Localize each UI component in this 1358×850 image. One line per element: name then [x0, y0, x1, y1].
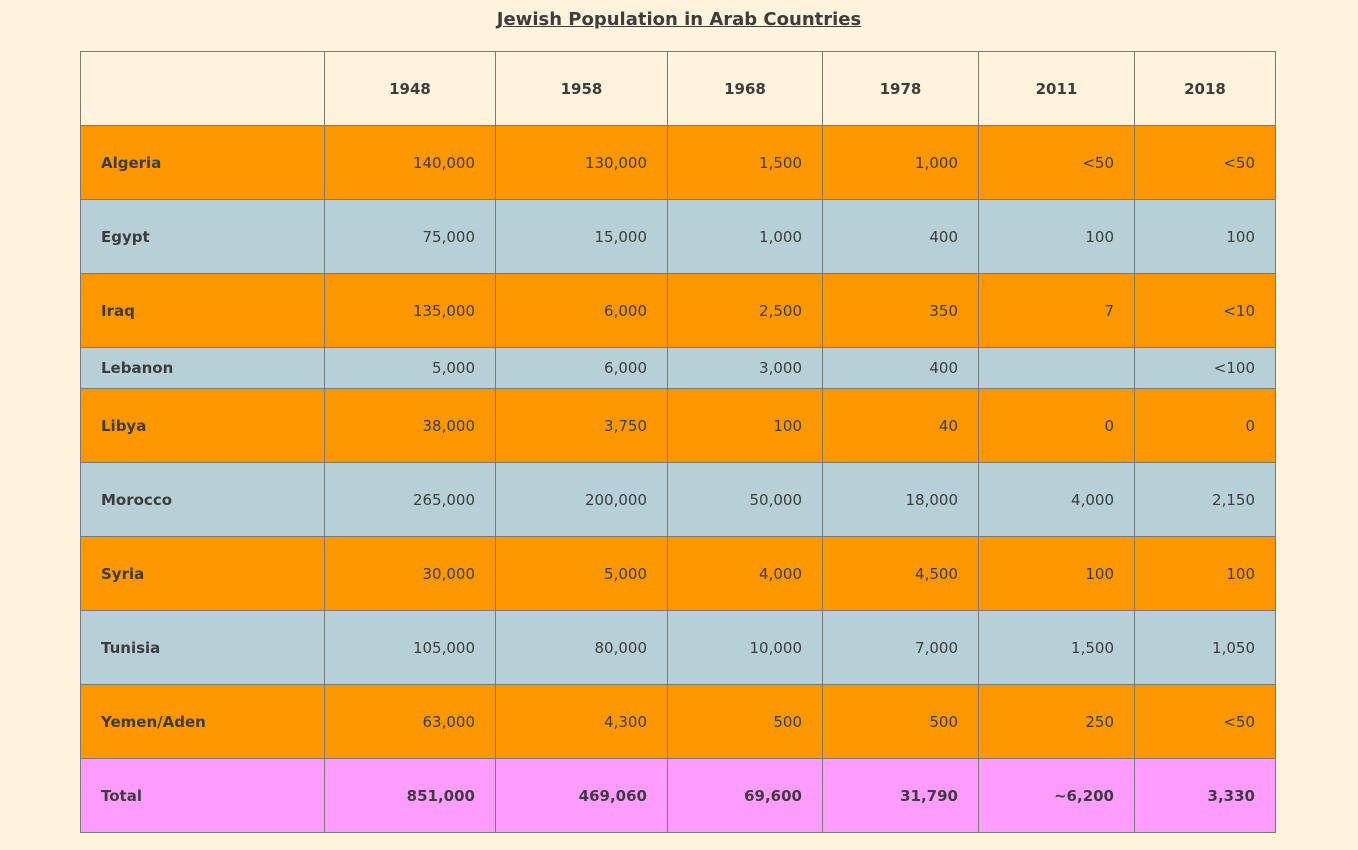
value-cell: 1,050 — [1134, 610, 1276, 685]
value-cell: 75,000 — [324, 199, 496, 274]
value-cell: 105,000 — [324, 610, 496, 685]
value-cell: 4,300 — [495, 684, 668, 759]
value-cell: 0 — [978, 388, 1135, 463]
corner-cell — [80, 51, 325, 126]
total-value-cell: 851,000 — [324, 758, 496, 833]
value-cell: 350 — [822, 273, 979, 348]
value-cell: <100 — [1134, 347, 1276, 389]
value-cell: 1,000 — [822, 125, 979, 200]
value-cell: 6,000 — [495, 273, 668, 348]
value-cell: 4,000 — [667, 536, 823, 611]
value-cell: 10,000 — [667, 610, 823, 685]
value-cell: 50,000 — [667, 462, 823, 537]
value-cell: <50 — [1134, 684, 1276, 759]
table-row: Tunisia 105,000 80,000 10,000 7,000 1,500 1,05… — [80, 610, 1276, 685]
value-cell: 3,000 — [667, 347, 823, 389]
value-cell: 2,500 — [667, 273, 823, 348]
country-cell: Yemen/Aden — [80, 684, 325, 759]
country-cell: Egypt — [80, 199, 325, 274]
table-row: Egypt 75,000 15,000 1,000 400 100 100 — [80, 199, 1276, 274]
value-cell: 30,000 — [324, 536, 496, 611]
value-cell: 5,000 — [324, 347, 496, 389]
country-cell: Lebanon — [80, 347, 325, 389]
country-cell: Morocco — [80, 462, 325, 537]
year-header: 2018 — [1134, 51, 1276, 126]
value-cell: 100 — [667, 388, 823, 463]
total-label: Total — [80, 758, 325, 833]
value-cell: 3,750 — [495, 388, 668, 463]
country-cell: Tunisia — [80, 610, 325, 685]
value-cell: 38,000 — [324, 388, 496, 463]
total-row: Total 851,000 469,060 69,600 31,790 ~6,200 3,3… — [80, 758, 1276, 833]
year-header: 1968 — [667, 51, 823, 126]
value-cell: 100 — [978, 199, 1135, 274]
value-cell: <50 — [1134, 125, 1276, 200]
total-value-cell: 3,330 — [1134, 758, 1276, 833]
value-cell: 400 — [822, 347, 979, 389]
value-cell: 63,000 — [324, 684, 496, 759]
value-cell: 6,000 — [495, 347, 668, 389]
value-cell: 130,000 — [495, 125, 668, 200]
value-cell: 100 — [1134, 199, 1276, 274]
year-header: 1948 — [324, 51, 496, 126]
table-row: Algeria 140,000 130,000 1,500 1,000 <50 <50 — [80, 125, 1276, 200]
value-cell: 500 — [822, 684, 979, 759]
value-cell: 100 — [978, 536, 1135, 611]
value-cell: 140,000 — [324, 125, 496, 200]
value-cell: 2,150 — [1134, 462, 1276, 537]
value-cell: 250 — [978, 684, 1135, 759]
year-header: 1978 — [822, 51, 979, 126]
value-cell: 1,000 — [667, 199, 823, 274]
country-cell: Algeria — [80, 125, 325, 200]
population-table: 1948 1958 1968 1978 2011 2018 Algeria 140… — [80, 51, 1276, 833]
table-row: Libya 38,000 3,750 100 40 0 0 — [80, 388, 1276, 463]
value-cell: 0 — [1134, 388, 1276, 463]
value-cell: 400 — [822, 199, 979, 274]
value-cell: 18,000 — [822, 462, 979, 537]
value-cell: <10 — [1134, 273, 1276, 348]
total-value-cell: 469,060 — [495, 758, 668, 833]
total-value-cell: ~6,200 — [978, 758, 1135, 833]
table-row: Lebanon 5,000 6,000 3,000 400 <100 — [80, 347, 1276, 389]
country-cell: Syria — [80, 536, 325, 611]
header-row: 1948 1958 1968 1978 2011 2018 — [80, 51, 1276, 126]
page-title: Jewish Population in Arab Countries — [496, 9, 862, 30]
table-row: Yemen/Aden 63,000 4,300 500 500 250 <50 — [80, 684, 1276, 759]
value-cell: 7 — [978, 273, 1135, 348]
value-cell: 15,000 — [495, 199, 668, 274]
value-cell: 135,000 — [324, 273, 496, 348]
table-row: Iraq 135,000 6,000 2,500 350 7 <10 — [80, 273, 1276, 348]
value-cell: 265,000 — [324, 462, 496, 537]
table-row: Morocco 265,000 200,000 50,000 18,000 4,000 2,… — [80, 462, 1276, 537]
value-cell: 1,500 — [667, 125, 823, 200]
value-cell: 4,000 — [978, 462, 1135, 537]
value-cell: <50 — [978, 125, 1135, 200]
value-cell: 5,000 — [495, 536, 668, 611]
value-cell — [978, 347, 1135, 389]
country-cell: Iraq — [80, 273, 325, 348]
value-cell: 500 — [667, 684, 823, 759]
value-cell: 200,000 — [495, 462, 668, 537]
year-header: 1958 — [495, 51, 668, 126]
value-cell: 40 — [822, 388, 979, 463]
country-cell: Libya — [80, 388, 325, 463]
value-cell: 7,000 — [822, 610, 979, 685]
total-value-cell: 69,600 — [667, 758, 823, 833]
value-cell: 1,500 — [978, 610, 1135, 685]
table-row: Syria 30,000 5,000 4,000 4,500 100 100 — [80, 536, 1276, 611]
value-cell: 80,000 — [495, 610, 668, 685]
value-cell: 4,500 — [822, 536, 979, 611]
value-cell: 100 — [1134, 536, 1276, 611]
total-value-cell: 31,790 — [822, 758, 979, 833]
year-header: 2011 — [978, 51, 1135, 126]
